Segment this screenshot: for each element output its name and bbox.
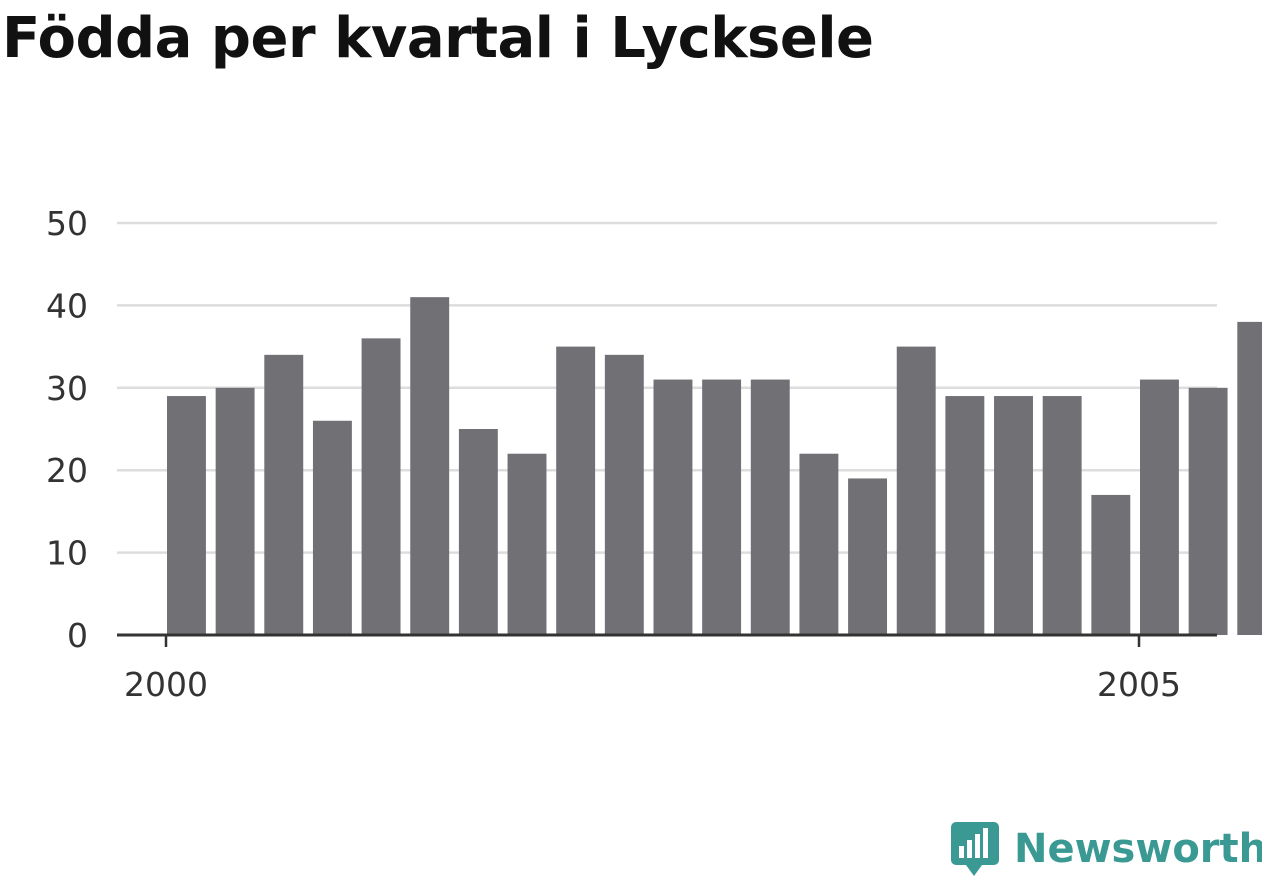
bar xyxy=(896,346,936,635)
brand-logo: Newsworthy xyxy=(950,820,1262,878)
bar xyxy=(994,396,1033,635)
brand-name: Newsworthy xyxy=(1014,826,1262,872)
y-tick-label: 0 xyxy=(67,616,88,655)
bars xyxy=(167,297,1262,635)
bar xyxy=(848,478,888,635)
y-tick-label: 10 xyxy=(46,534,88,573)
bar xyxy=(410,297,450,635)
y-tick-label: 40 xyxy=(46,286,88,325)
bar xyxy=(1140,379,1179,635)
bar xyxy=(1188,387,1228,635)
bar xyxy=(361,338,401,635)
newsworthy-logo-icon xyxy=(951,822,999,876)
bar xyxy=(167,396,206,635)
chart-title: Födda per kvartal i Lycksele xyxy=(2,6,874,71)
bar xyxy=(458,429,498,635)
bar xyxy=(264,354,304,635)
y-tick-label: 50 xyxy=(46,204,88,243)
bar xyxy=(1042,396,1082,635)
x-tick-label: 2000 xyxy=(124,665,208,704)
bar xyxy=(312,420,352,635)
axis-labels: 0102030405025200020052010201520202025 xyxy=(46,204,1181,704)
bar xyxy=(507,453,547,635)
y-tick-label: 20 xyxy=(46,451,88,490)
bar xyxy=(799,453,839,635)
x-tick-label: 2005 xyxy=(1097,665,1181,704)
bar xyxy=(750,379,790,635)
bar xyxy=(702,379,742,635)
bar xyxy=(215,387,255,635)
bar xyxy=(653,379,693,635)
y-tick-label: 30 xyxy=(46,369,88,408)
bar xyxy=(556,346,596,635)
bar xyxy=(604,354,644,635)
bar xyxy=(1237,321,1262,635)
bar xyxy=(945,396,985,635)
bar xyxy=(1091,494,1131,635)
